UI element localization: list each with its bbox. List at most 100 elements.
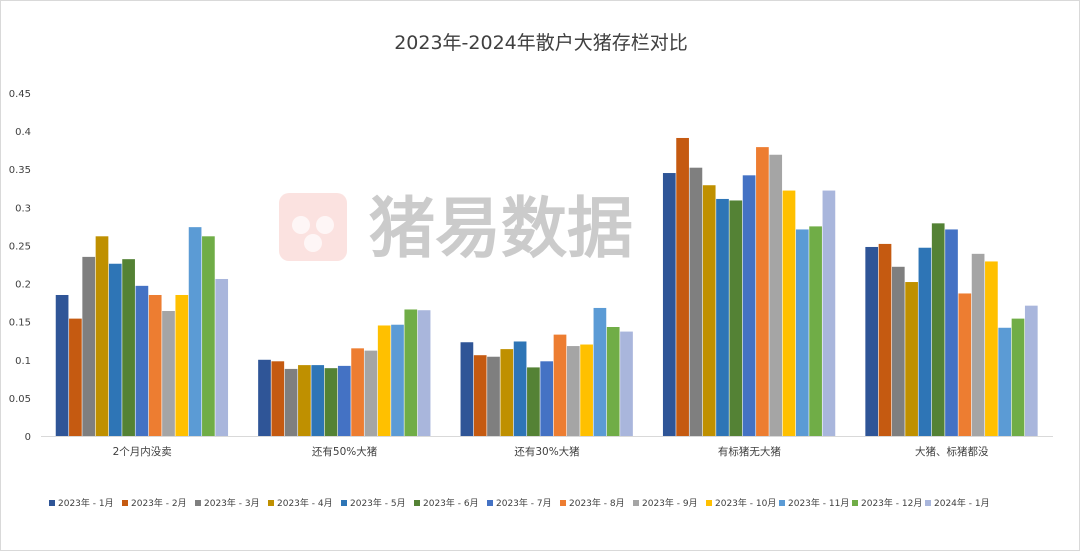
bar xyxy=(729,200,743,436)
x-axis: 2个月内没卖 还有50%大猪 还有30%大猪 有标猪无大猪 大猪、标猪都没 xyxy=(41,436,1053,458)
bar xyxy=(351,348,364,436)
bar xyxy=(822,190,836,436)
bar xyxy=(742,175,756,436)
watermark-logo-circle xyxy=(304,234,322,252)
bar xyxy=(716,198,729,436)
bar xyxy=(148,294,162,436)
chart-title: 2023年-2024年散户大猪存栏对比 xyxy=(394,32,688,54)
bar xyxy=(689,167,703,436)
bar xyxy=(202,236,215,436)
bar xyxy=(284,368,298,436)
bar xyxy=(795,229,809,436)
x-tick-label: 还有50%大猪 xyxy=(312,445,378,458)
legend: 2023年 - 1月 2023年 - 2月 2023年 - 3月 2023年 - 4月… xyxy=(49,497,990,509)
bar xyxy=(417,310,431,436)
y-tick-label: 0.35 xyxy=(9,165,31,176)
bar xyxy=(108,263,122,436)
bar xyxy=(377,325,391,436)
legend-swatch xyxy=(633,500,639,506)
bar xyxy=(878,243,892,436)
legend-label: 2023年 - 7月 xyxy=(496,497,552,509)
legend-swatch xyxy=(925,500,931,506)
bar xyxy=(809,226,822,436)
bar xyxy=(945,229,958,436)
bar xyxy=(702,185,716,436)
legend-swatch xyxy=(341,500,347,506)
legend-label: 2023年 - 5月 xyxy=(350,497,406,509)
x-tick-label: 2个月内没卖 xyxy=(113,445,172,458)
y-tick-label: 0.05 xyxy=(9,394,31,405)
bar xyxy=(162,311,175,436)
y-tick-label: 0.15 xyxy=(9,318,31,329)
bar xyxy=(69,318,82,436)
bar xyxy=(769,154,783,437)
bar xyxy=(473,355,487,436)
legend-swatch xyxy=(414,500,420,506)
y-tick-label: 0.2 xyxy=(15,280,31,291)
bar xyxy=(324,368,338,436)
legend-swatch xyxy=(49,500,55,506)
bar xyxy=(662,173,676,436)
legend-swatch xyxy=(779,500,785,506)
watermark-logo xyxy=(279,193,347,261)
bar xyxy=(593,307,607,436)
bars xyxy=(55,137,1038,437)
y-axis: 0 0.05 0.1 0.15 0.2 0.25 0.3 0.35 0.4 0.45 xyxy=(9,89,31,443)
bar xyxy=(580,344,593,436)
bar xyxy=(998,327,1012,436)
legend-swatch xyxy=(268,500,274,506)
legend-label: 2023年 - 8月 xyxy=(569,497,625,509)
bar xyxy=(95,236,109,436)
legend-label: 2023年 - 12月 xyxy=(861,497,922,509)
watermark-logo-circle xyxy=(316,216,334,234)
bar xyxy=(756,147,769,436)
legend-label: 2023年 - 11月 xyxy=(788,497,849,509)
bar xyxy=(391,324,404,436)
bar xyxy=(931,223,945,436)
watermark: 猪易数据 xyxy=(279,190,633,267)
bar xyxy=(188,227,202,436)
bar xyxy=(258,359,271,436)
bar xyxy=(82,256,96,436)
bar xyxy=(513,341,527,436)
bar xyxy=(271,361,285,436)
watermark-text: 猪易数据 xyxy=(369,190,633,267)
bar xyxy=(487,356,500,436)
bar xyxy=(918,247,932,436)
bar xyxy=(311,365,325,436)
bar xyxy=(553,334,567,436)
bar xyxy=(606,327,620,436)
bar xyxy=(620,331,633,436)
bar xyxy=(540,361,554,436)
legend-swatch xyxy=(122,500,128,506)
bar xyxy=(985,261,998,436)
bar xyxy=(175,294,189,436)
bar xyxy=(865,246,879,436)
legend-label: 2023年 - 10月 xyxy=(715,497,776,509)
legend-swatch xyxy=(195,500,201,506)
bar xyxy=(364,350,378,436)
bar xyxy=(891,266,905,436)
bar xyxy=(676,137,689,436)
bar xyxy=(1011,318,1025,436)
x-tick-label: 还有30%大猪 xyxy=(514,445,580,458)
legend-label: 2024年 - 1月 xyxy=(934,497,990,509)
legend-swatch xyxy=(487,500,493,506)
bar xyxy=(958,293,972,436)
y-tick-label: 0.4 xyxy=(15,127,31,138)
bar xyxy=(135,285,149,436)
x-tick-label: 大猪、标猪都没 xyxy=(915,445,989,458)
y-tick-label: 0.3 xyxy=(15,203,31,214)
legend-label: 2023年 - 1月 xyxy=(58,497,114,509)
bar xyxy=(782,190,796,436)
bar xyxy=(1024,305,1038,436)
y-tick-label: 0 xyxy=(25,432,31,443)
bar xyxy=(566,346,580,436)
bar xyxy=(215,278,229,436)
y-tick-label: 0.1 xyxy=(15,356,31,367)
bar xyxy=(905,282,918,436)
y-tick-label: 0.45 xyxy=(9,89,31,100)
legend-swatch xyxy=(560,500,566,506)
legend-swatch xyxy=(852,500,858,506)
